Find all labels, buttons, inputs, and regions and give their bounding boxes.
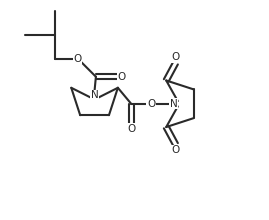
Text: O: O [147, 99, 155, 109]
Text: O: O [118, 72, 126, 82]
Text: O: O [73, 54, 82, 64]
Text: O: O [171, 52, 180, 62]
Text: N: N [170, 99, 178, 109]
Text: N: N [91, 90, 98, 100]
Text: O: O [171, 145, 180, 155]
Text: O: O [127, 124, 135, 134]
